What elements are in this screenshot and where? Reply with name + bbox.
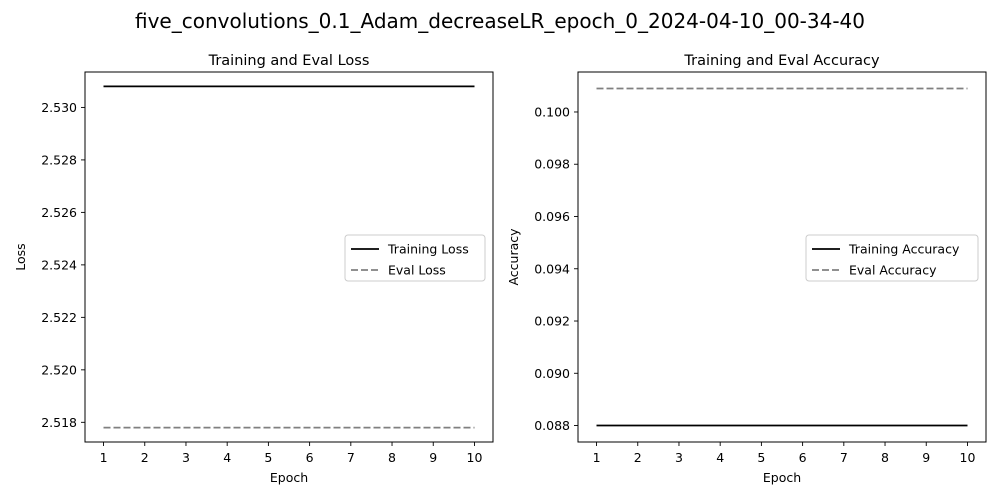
y-tick-label: 0.094 bbox=[534, 261, 570, 276]
y-tick-label: 2.524 bbox=[41, 257, 77, 272]
chart-2: Training and Eval Accuracy 1 2 3 4 5 6 7 8 9 10 0.0… bbox=[506, 53, 987, 485]
y-tick-label: 2.526 bbox=[41, 205, 77, 220]
x-tick-label: 9 bbox=[429, 450, 437, 465]
x-tick-label: 3 bbox=[675, 450, 683, 465]
y-tick-label: 0.098 bbox=[534, 157, 570, 172]
y-axis-label: Accuracy bbox=[506, 228, 521, 286]
legend: Training Loss Eval Loss bbox=[344, 234, 486, 282]
legend-label-2: Eval Accuracy bbox=[849, 263, 937, 278]
legend-box bbox=[805, 234, 979, 282]
figure-title: five_convolutions_0.1_Adam_decreaseLR_ep… bbox=[135, 9, 865, 33]
x-tick-label: 1 bbox=[593, 450, 601, 465]
chart-1: Training and Eval Loss 1 2 3 4 5 6 7 8 9 10 2.518 2.… bbox=[13, 53, 494, 485]
x-tick-label: 4 bbox=[716, 450, 724, 465]
y-tick-label: 0.092 bbox=[534, 314, 570, 329]
y-tick-label: 2.528 bbox=[41, 152, 77, 167]
y-axis-label: Loss bbox=[13, 243, 28, 270]
chart-title: Training and Eval Loss bbox=[208, 53, 370, 69]
x-tick-label: 5 bbox=[757, 450, 765, 465]
y-tick-label: 0.088 bbox=[534, 418, 570, 433]
x-tick-label: 9 bbox=[922, 450, 930, 465]
x-axis-label: Epoch bbox=[270, 470, 308, 485]
y-tick-label: 2.518 bbox=[41, 415, 77, 430]
x-tick-label: 2 bbox=[634, 450, 642, 465]
legend-label-1: Training Loss bbox=[387, 242, 469, 257]
x-tick-label: 7 bbox=[347, 450, 355, 465]
legend-label-1: Training Accuracy bbox=[848, 242, 960, 257]
x-tick-label: 10 bbox=[960, 450, 976, 465]
x-tick-label: 2 bbox=[141, 450, 149, 465]
x-tick-label: 10 bbox=[467, 450, 483, 465]
legend: Training Accuracy Eval Accuracy bbox=[805, 234, 979, 282]
y-tick-label: 2.530 bbox=[41, 100, 77, 115]
x-tick-label: 4 bbox=[223, 450, 231, 465]
y-tick-label: 0.100 bbox=[534, 104, 570, 119]
y-tick-label: 2.520 bbox=[41, 362, 77, 377]
plot-frame bbox=[577, 71, 987, 443]
x-tick-label: 6 bbox=[306, 450, 314, 465]
x-tick-label: 7 bbox=[840, 450, 848, 465]
x-tick-label: 8 bbox=[388, 450, 396, 465]
plot-frame bbox=[84, 71, 494, 443]
y-tick-label: 0.096 bbox=[534, 209, 570, 224]
y-tick-label: 0.090 bbox=[534, 366, 570, 381]
legend-box bbox=[344, 234, 486, 282]
x-axis-label: Epoch bbox=[763, 470, 801, 485]
x-tick-label: 6 bbox=[799, 450, 807, 465]
x-tick-label: 8 bbox=[881, 450, 889, 465]
x-tick-label: 3 bbox=[182, 450, 190, 465]
x-tick-label: 5 bbox=[264, 450, 272, 465]
y-tick-label: 2.522 bbox=[41, 310, 77, 325]
chart-title: Training and Eval Accuracy bbox=[683, 53, 880, 69]
legend-label-2: Eval Loss bbox=[388, 263, 446, 278]
x-tick-label: 1 bbox=[100, 450, 108, 465]
